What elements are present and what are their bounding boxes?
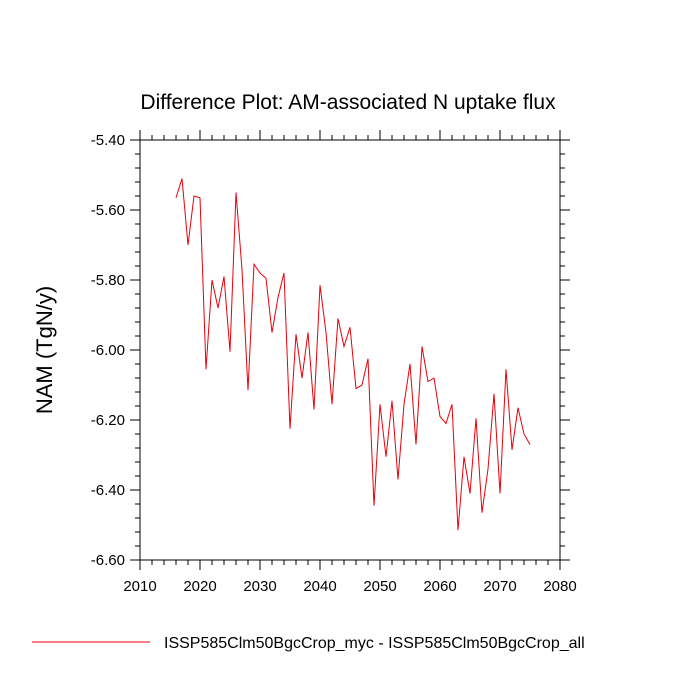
x-tick-label: 2010 (123, 578, 156, 595)
series-line (175, 178, 531, 531)
x-tick-labels: 2010 2020 2030 2040 2050 2060 2070 2080 (123, 578, 576, 595)
x-tick-label: 2020 (183, 578, 216, 595)
x-tick-label: 2030 (243, 578, 276, 595)
minor-ticks (135, 135, 565, 565)
y-tick-label: -5.80 (91, 272, 125, 289)
series-layer (175, 178, 531, 531)
x-tick-label: 2040 (303, 578, 336, 595)
x-tick-label: 2070 (483, 578, 516, 595)
y-tick-label: -5.60 (91, 202, 125, 219)
plot-frame (139, 139, 561, 561)
y-tick-labels: -5.40 -5.60 -5.80 -6.00 -6.20 -6.40 -6.60 (91, 132, 125, 569)
y-tick-label: -6.00 (91, 342, 125, 359)
y-axis-label: NAM (TgN/y) (32, 286, 57, 414)
chart-title: Difference Plot: AM-associated N uptake … (140, 91, 556, 114)
legend: ISSP585Clm50BgcCrop_myc - ISSP585Clm50Bg… (32, 635, 585, 652)
x-tick-label: 2050 (363, 578, 396, 595)
y-tick-label: -5.40 (91, 132, 125, 149)
y-tick-label: -6.60 (91, 552, 125, 569)
major-ticks (130, 130, 570, 570)
x-tick-label: 2060 (423, 578, 456, 595)
legend-label: ISSP585Clm50BgcCrop_myc - ISSP585Clm50Bg… (164, 635, 585, 652)
x-tick-label: 2080 (543, 578, 576, 595)
y-tick-label: -6.40 (91, 482, 125, 499)
y-tick-label: -6.20 (91, 412, 125, 429)
